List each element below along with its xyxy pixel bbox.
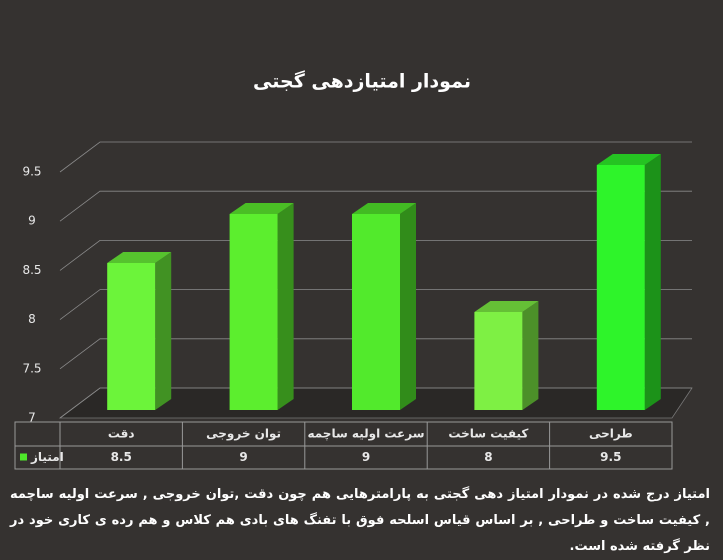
bar-side [155, 252, 172, 410]
bar-side [277, 203, 294, 410]
grid-line [59, 141, 692, 173]
table-value: 9 [362, 450, 370, 464]
grid-line [59, 239, 692, 271]
bar-top [229, 203, 294, 214]
y-tick-label: 8.5 [22, 263, 41, 277]
chart: نمودار امتیازدهی گجتی 7 7.5 8 8.5 9 9.5 دقت 8.5… [14, 70, 693, 470]
legend-label: امتیاز [30, 450, 64, 464]
bar [107, 263, 156, 410]
chart-title: نمودار امتیازدهی گجتی [253, 70, 471, 93]
x-tick-label: توان خروجی [206, 427, 281, 442]
table-value: 9 [239, 450, 247, 464]
y-tick-label: 7.5 [22, 361, 41, 375]
bar-top [596, 154, 661, 165]
table-value: 9.5 [600, 450, 621, 464]
grid-line [59, 190, 692, 222]
y-tick-label: 9.5 [22, 165, 41, 179]
bar-top [474, 301, 539, 312]
caption: امتیاز درج شده در نمودار امتیاز دهی گجتی… [10, 487, 710, 554]
table-value: 8 [484, 450, 492, 464]
x-tick-label: طراحی [589, 427, 633, 441]
bar [229, 214, 278, 410]
bar-top [352, 203, 416, 214]
bar-side [400, 203, 416, 410]
bar [352, 214, 400, 410]
y-tick-label: 7 [28, 411, 36, 425]
bar [474, 312, 523, 410]
x-tick-label: دقت [108, 427, 135, 441]
y-tick-label: 8 [28, 312, 36, 326]
table-value: 8.5 [111, 450, 132, 464]
bar [596, 165, 645, 410]
bar-side [522, 301, 539, 410]
x-tick-label: سرعت اولیه ساچمه [307, 427, 424, 442]
grid-line [59, 289, 692, 320]
bar-top [107, 252, 172, 263]
legend-swatch [20, 453, 27, 461]
x-tick-label: کیفیت ساخت [448, 427, 528, 441]
bar-side [644, 154, 661, 410]
y-tick-label: 9 [28, 214, 36, 228]
